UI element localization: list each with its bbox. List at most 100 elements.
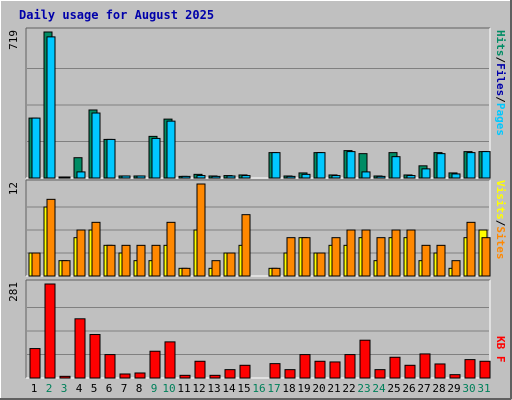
bar-kbytes-day-19 [299, 354, 311, 379]
legend-entry: Pages [494, 103, 507, 136]
bar-sites-day-19 [301, 237, 311, 277]
bar-sites-day-29 [451, 260, 461, 277]
bar-kbytes-day-4 [74, 318, 86, 379]
bar-files-day-22 [346, 151, 356, 179]
bar-sites-day-28 [436, 244, 446, 277]
bar-files-day-15 [241, 175, 251, 179]
day-label-9: 9 [151, 382, 158, 395]
day-label-8: 8 [136, 382, 143, 395]
bar-sites-day-30 [466, 221, 476, 277]
day-label-1: 1 [31, 382, 38, 395]
bar-kbytes-day-17 [269, 363, 281, 379]
bar-kbytes-day-26 [404, 364, 416, 379]
bar-sites-day-7 [121, 244, 131, 277]
bar-sites-day-25 [391, 229, 401, 277]
chart-panels: 719 12 281 [7, 27, 491, 379]
legend-entry: Visits [494, 180, 507, 220]
bar-files-day-26 [406, 175, 416, 179]
chart-title: Daily usage for August 2025 [19, 8, 214, 22]
legend-entry: KB F [494, 336, 507, 363]
bar-files-day-21 [331, 175, 341, 179]
legend-entry: Files [494, 63, 507, 96]
bar-sites-day-27 [421, 244, 431, 277]
day-labels: 1 2 3 4 5 6 7 8 9 10 11 12 13 14 15 16 17 18 19 20 21 22 23 24 2… [31, 382, 491, 395]
day-label-12: 12 [192, 382, 205, 395]
bar-files-day-11 [181, 175, 191, 179]
bar-kbytes-day-31 [479, 360, 491, 379]
bar-kbytes-day-18 [284, 369, 296, 379]
legend-visits-sites: Visits/Sites [494, 180, 507, 260]
day-label-5: 5 [91, 382, 98, 395]
bar-sites-day-23 [361, 229, 371, 277]
bar-kbytes-day-9 [149, 350, 161, 379]
bar-files-day-4 [76, 171, 86, 179]
bar-sites-day-6 [106, 244, 116, 277]
bar-kbytes-day-15 [239, 364, 251, 379]
bar-kbytes-day-28 [434, 363, 446, 379]
bar-sites-day-8 [136, 244, 146, 277]
day-label-18: 18 [282, 382, 295, 395]
bar-kbytes-day-20 [314, 360, 326, 379]
bar-sites-day-15 [241, 214, 251, 277]
plot-area [26, 28, 490, 178]
day-label-6: 6 [106, 382, 113, 395]
day-label-4: 4 [76, 382, 83, 395]
day-label-20: 20 [312, 382, 325, 395]
bar-files-day-30 [466, 152, 476, 179]
bar-files-day-24 [376, 175, 386, 179]
legend-entry: / [494, 220, 507, 227]
bar-sites-day-26 [406, 229, 416, 277]
day-label-11: 11 [177, 382, 190, 395]
day-label-23: 23 [357, 382, 370, 395]
bar-files-day-12 [196, 175, 206, 179]
day-label-21: 21 [327, 382, 340, 395]
bar-kbytes-day-8 [134, 372, 146, 379]
bar-files-day-9 [151, 137, 161, 179]
bar-files-day-20 [316, 152, 326, 179]
bar-kbytes-day-3 [59, 375, 71, 379]
bar-files-day-13 [211, 175, 221, 179]
bar-kbytes-day-7 [119, 373, 131, 379]
y-max-label: 12 [7, 182, 20, 195]
bar-sites-day-12 [196, 183, 206, 277]
bar-kbytes-day-27 [419, 353, 431, 379]
day-label-13: 13 [207, 382, 220, 395]
day-label-26: 26 [402, 382, 415, 395]
legend-hits-files-pages: Hits/Files/Pages [494, 30, 507, 136]
bar-files-day-19 [301, 173, 311, 179]
bar-files-day-6 [106, 138, 116, 179]
bar-files-day-14 [226, 175, 236, 179]
bar-kbytes-day-21 [329, 361, 341, 379]
day-label-24: 24 [372, 382, 386, 395]
bar-kbytes-day-30 [464, 359, 476, 379]
day-label-30: 30 [462, 382, 475, 395]
day-label-22: 22 [342, 382, 355, 395]
bar-files-day-7 [121, 175, 131, 179]
bar-files-day-2 [46, 36, 56, 179]
bar-files-day-3 [61, 176, 71, 179]
day-label-15: 15 [237, 382, 250, 395]
day-label-27: 27 [417, 382, 430, 395]
bar-sites-day-21 [331, 237, 341, 277]
bar-files-day-10 [166, 120, 176, 179]
bar-kbytes-day-13 [209, 374, 221, 379]
panel-kbytes: 281 [7, 279, 491, 379]
legend-entry: / [494, 57, 507, 64]
panel-visits-sites: 12 [7, 179, 491, 277]
bar-kbytes-day-2 [44, 283, 56, 379]
bar-kbytes-day-1 [29, 348, 41, 379]
bar-sites-day-22 [346, 229, 356, 277]
y-max-label: 719 [7, 30, 20, 50]
day-label-3: 3 [61, 382, 68, 395]
bar-sites-day-20 [316, 252, 326, 277]
bar-kbytes-day-11 [179, 374, 191, 379]
day-label-16: 16 [252, 382, 265, 395]
bar-files-day-8 [136, 175, 146, 179]
bar-sites-day-9 [151, 244, 161, 277]
bar-sites-day-24 [376, 237, 386, 277]
bar-kbytes-day-5 [89, 334, 101, 379]
bar-sites-day-4 [76, 229, 86, 277]
bar-files-day-1 [31, 117, 41, 179]
